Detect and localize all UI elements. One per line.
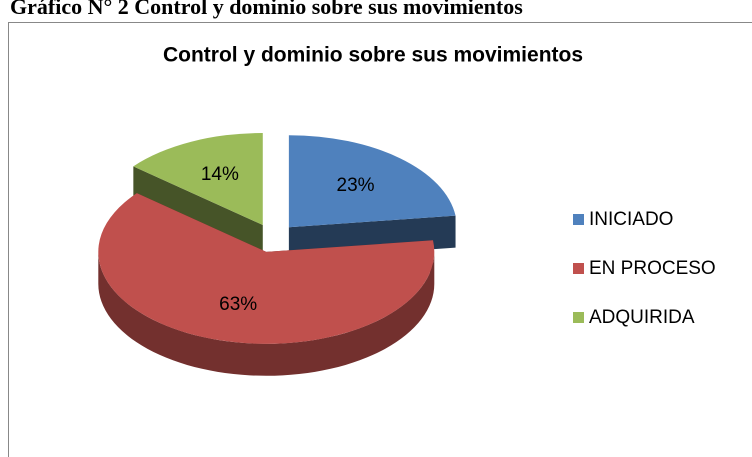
- slice: [98, 193, 435, 344]
- heading: Gráfico N° 2 Control y dominio sobre sus…: [10, 0, 523, 19]
- data-label: 63%: [219, 294, 257, 315]
- legend-label: INICIADO: [589, 209, 673, 230]
- legend-swatch: [573, 312, 584, 323]
- slice-side: [98, 251, 435, 376]
- slice-wall: [133, 166, 263, 257]
- legend-swatch: [573, 214, 584, 225]
- chart-title: Control y dominio sobre sus movimientos: [163, 44, 583, 67]
- slice: [288, 135, 456, 228]
- legend-label: ADQUIRIDA: [589, 307, 695, 328]
- data-label: 23%: [337, 175, 375, 196]
- slice: [133, 132, 263, 225]
- legend-swatch: [573, 263, 584, 274]
- legend-label: EN PROCESO: [589, 258, 716, 279]
- data-label: 14%: [201, 164, 239, 185]
